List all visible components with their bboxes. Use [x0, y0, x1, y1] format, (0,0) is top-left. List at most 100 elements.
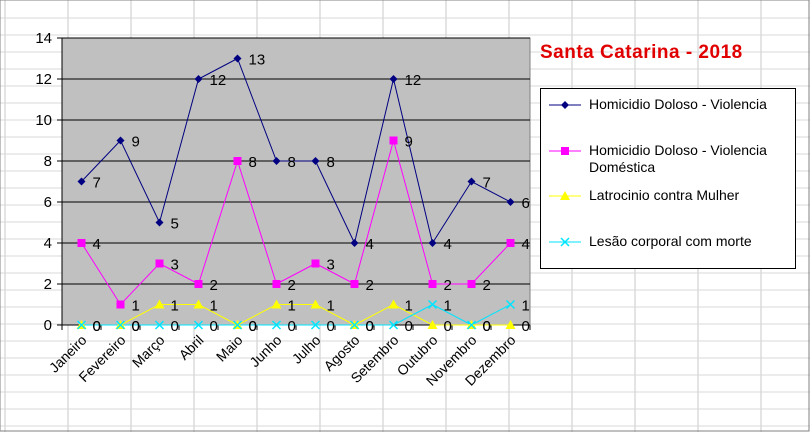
data-point: [389, 136, 398, 145]
series-line-2: [81, 303, 511, 326]
data-label: 1: [327, 298, 335, 315]
data-label: 3: [327, 257, 335, 274]
data-point: [233, 54, 242, 63]
data-label: 9: [132, 134, 140, 151]
legend-label: Homicidio Doloso - Violencia: [589, 96, 767, 112]
data-point: [467, 177, 476, 186]
data-point: [349, 320, 360, 330]
series-line-0: [81, 57, 511, 245]
y-tick-label: 12: [35, 71, 52, 88]
data-point: [154, 299, 165, 309]
data-label: 4: [522, 236, 530, 253]
y-tick-label: 14: [35, 30, 52, 47]
data-label: 1: [288, 298, 296, 315]
data-label: 4: [444, 236, 452, 253]
data-point: [194, 280, 203, 288]
data-point: [506, 198, 515, 206]
data-label: 0: [366, 318, 374, 335]
data-point: [154, 320, 165, 330]
data-point: [77, 239, 86, 247]
data-point: [272, 280, 281, 288]
data-label: 2: [444, 277, 452, 294]
x-tick-label: Julho: [289, 332, 324, 367]
data-point: [427, 299, 438, 310]
data-point: [194, 75, 203, 83]
data-label: 0: [444, 318, 452, 335]
data-label: 0: [171, 318, 179, 335]
data-point: [233, 157, 242, 165]
data-point: [350, 239, 359, 247]
data-label: 2: [366, 277, 374, 294]
data-point: [77, 177, 86, 186]
data-label: 0: [93, 318, 101, 335]
legend-swatch-latrocinio: [549, 191, 581, 200]
y-tick-label: 4: [44, 235, 52, 252]
data-point: [505, 320, 516, 329]
data-point: [311, 157, 320, 165]
data-point: [155, 218, 164, 227]
data-label: 5: [171, 216, 179, 233]
legend-swatch-homicidio-domestica: [549, 147, 581, 155]
data-label: 1: [132, 298, 140, 315]
data-label: 7: [483, 175, 491, 192]
x-tick-label: Junho: [246, 332, 284, 370]
data-point: [427, 320, 438, 329]
legend-swatch-lesao: [549, 237, 581, 247]
plot-area: [61, 37, 531, 326]
data-label: 0: [132, 318, 140, 335]
legend-swatch-homicidio-violencia: [549, 101, 581, 109]
chart-title: Santa Catarina - 2018: [540, 42, 743, 63]
legend-label: Lesão corporal com morte: [589, 233, 752, 249]
data-label: 0: [405, 318, 413, 335]
data-point: [466, 320, 477, 330]
y-tick-label: 10: [35, 112, 52, 129]
series-line-3: [81, 303, 511, 326]
data-label: 7: [93, 175, 101, 192]
data-point: [155, 259, 164, 268]
data-label: 0: [249, 318, 257, 335]
data-point: [310, 299, 321, 309]
data-point: [116, 136, 125, 145]
data-point: [272, 157, 281, 165]
data-label: 1: [405, 298, 413, 315]
data-label: 9: [405, 134, 413, 151]
data-label: 8: [327, 154, 335, 171]
data-point: [388, 320, 399, 330]
data-point: [310, 320, 321, 330]
data-point: [116, 300, 125, 309]
x-tick-label: Maio: [213, 332, 246, 365]
data-label: 13: [249, 52, 266, 69]
data-point: [467, 280, 476, 288]
data-point: [193, 299, 204, 309]
data-label: 0: [288, 318, 296, 335]
data-label: 0: [366, 318, 374, 335]
y-tick-label: 6: [44, 194, 52, 211]
data-label: 12: [210, 72, 227, 89]
data-label: 1: [444, 298, 452, 315]
data-label: 2: [483, 277, 491, 294]
data-point: [506, 239, 515, 247]
y-tick-label: 8: [44, 153, 52, 170]
data-point: [271, 299, 282, 309]
data-label: 4: [366, 236, 374, 253]
data-label: 0: [93, 318, 101, 335]
data-label: 6: [522, 195, 530, 212]
data-point: [115, 320, 126, 330]
data-label: 0: [249, 318, 257, 335]
legend-label: Latrocinio contra Mulher: [589, 187, 740, 203]
x-tick-label: Março: [129, 332, 168, 371]
data-label: 8: [249, 154, 257, 171]
legend-label: Homicidio Doloso - Violencia Doméstica: [589, 142, 767, 175]
data-point: [193, 320, 204, 330]
data-label: 0: [210, 318, 218, 335]
legend: Homicidio Doloso - Violencia Homicidio D…: [540, 88, 796, 269]
data-label: 0: [522, 318, 530, 335]
data-label: 2: [210, 277, 218, 294]
data-point: [428, 239, 437, 247]
data-point: [389, 75, 398, 83]
data-label: 3: [171, 257, 179, 274]
data-point: [76, 320, 87, 330]
